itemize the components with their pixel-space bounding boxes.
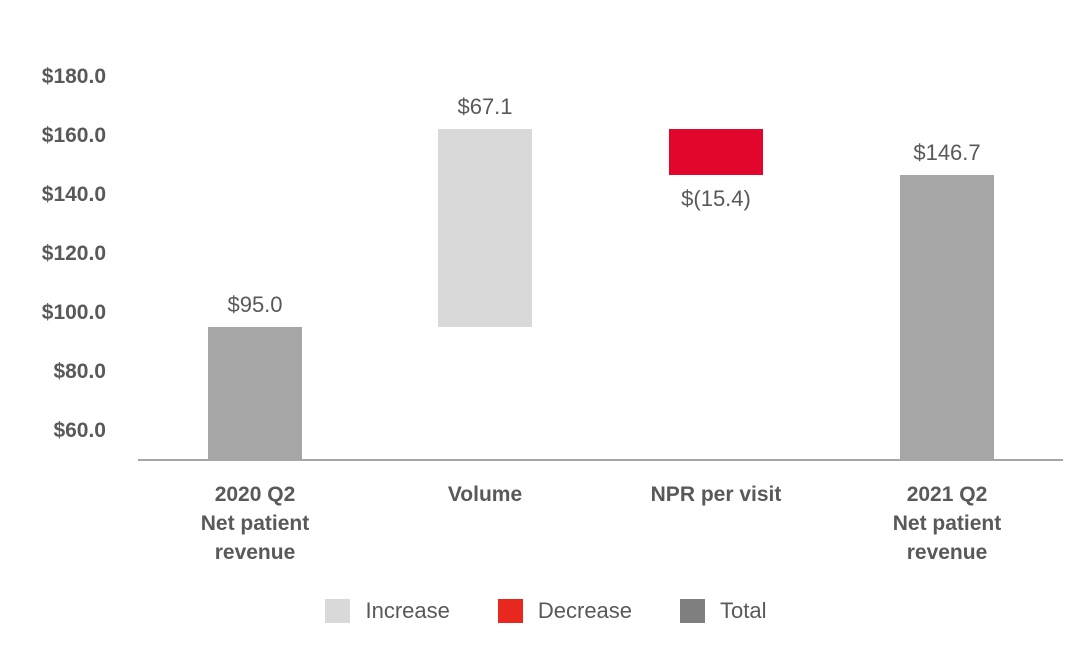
bar-increase (438, 129, 532, 328)
y-axis-tick-label: $100.0 (41, 300, 106, 324)
legend-label: Total (720, 598, 767, 623)
legend-item-increase: Increase (325, 598, 450, 624)
y-axis-tick-label: $80.0 (53, 359, 106, 383)
bar-value-label: $67.1 (457, 94, 513, 120)
legend-item-decrease: Decrease (497, 598, 633, 624)
bar-total (900, 174, 994, 460)
x-axis-line (138, 459, 1063, 461)
legend-item-total: Total (680, 598, 767, 624)
y-axis-tick-label: $160.0 (41, 123, 106, 147)
y-axis-tick-label: $60.0 (53, 418, 106, 442)
legend-swatch-increase (325, 599, 351, 623)
x-axis-category-label: 2021 Q2 Net patient revenue (892, 483, 1002, 564)
x-axis-category-label: Volume (447, 483, 523, 506)
x-axis-category-label: NPR per visit (650, 483, 782, 506)
y-axis-tick-label: $180.0 (41, 64, 106, 88)
x-axis-category-label: 2020 Q2 Net patient revenue (200, 483, 310, 564)
bar-value-label: $146.7 (913, 139, 981, 165)
bar-value-label: $(15.4) (681, 185, 751, 211)
chart-legend: Increase Decrease Total (0, 598, 1092, 624)
legend-swatch-decrease (497, 599, 523, 623)
y-axis-tick-label: $120.0 (41, 241, 106, 265)
bar-decrease (669, 129, 763, 175)
bar-value-label: $95.0 (227, 292, 283, 318)
legend-label: Increase (365, 598, 450, 623)
legend-swatch-total (680, 599, 706, 623)
bar-total (208, 327, 302, 460)
legend-label: Decrease (537, 598, 633, 623)
y-axis-tick-label: $140.0 (41, 182, 106, 206)
